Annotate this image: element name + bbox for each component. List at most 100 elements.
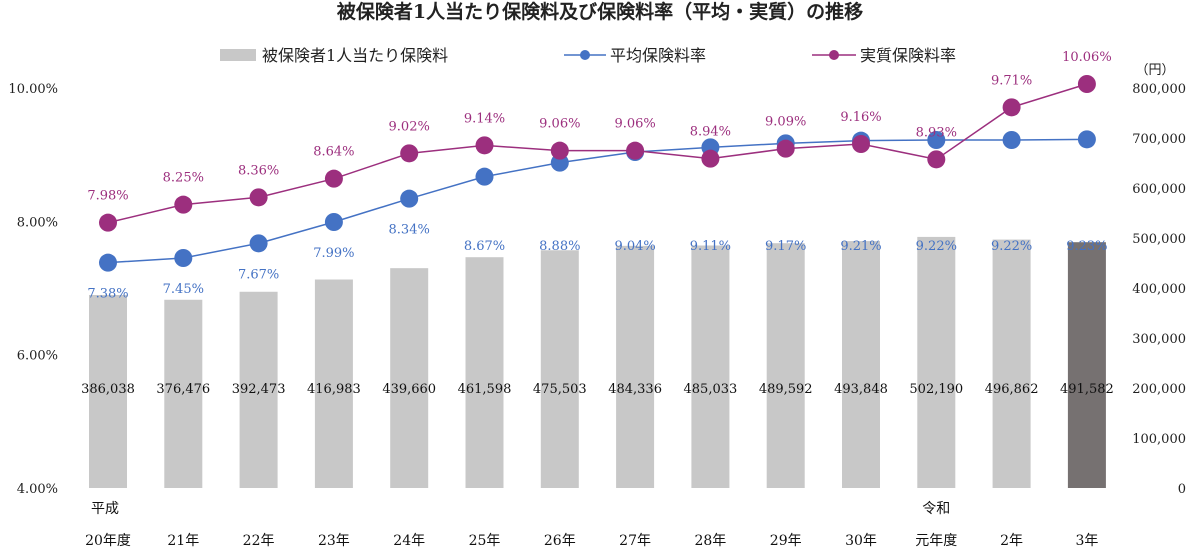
real-rate-label: 10.06% <box>1062 50 1112 65</box>
average-rate-label: 9.22% <box>991 239 1032 254</box>
bar-value-label: 496,862 <box>985 382 1039 397</box>
real-rate-point <box>475 136 494 155</box>
right-axis-tick: 100,000 <box>1132 432 1186 447</box>
average-rate-label: 7.67% <box>238 267 279 282</box>
x-axis-label: 22年 <box>243 533 275 549</box>
real-rate-label: 9.02% <box>389 119 430 134</box>
right-axis-tick: 500,000 <box>1132 232 1186 247</box>
average-rate-label: 8.67% <box>464 239 505 254</box>
right-axis-unit: （円） <box>1135 63 1174 78</box>
x-axis-label: 21年 <box>167 533 199 549</box>
legend-swatch-bars <box>220 49 256 61</box>
bar <box>390 268 429 488</box>
real-rate-point <box>249 188 268 207</box>
real-rate-point <box>626 141 645 160</box>
bar <box>540 250 579 488</box>
bar-value-label: 392,473 <box>232 382 286 397</box>
real-rate-line <box>107 83 1088 224</box>
bar-value-label: 493,848 <box>834 382 888 397</box>
x-axis-era-label: 令和 <box>922 501 950 517</box>
bar <box>89 294 127 488</box>
bar <box>616 245 655 488</box>
average-rate-label: 9.11% <box>690 239 731 254</box>
real-rate-point <box>174 195 193 214</box>
legend: 被保険者1人当たり保険料 平均保険料率 実質保険料率 <box>220 46 956 65</box>
bar-value-label: 386,038 <box>81 382 135 397</box>
bar-value-label: 475,503 <box>533 382 587 397</box>
right-axis-tick: 400,000 <box>1132 282 1186 297</box>
real-rate-point <box>1077 75 1096 93</box>
real-rate-point <box>550 141 569 160</box>
left-axis: 4.00% 6.00% 8.00% 10.00% <box>8 82 58 497</box>
bar <box>691 245 730 488</box>
x-axis-label: 27年 <box>619 533 651 549</box>
average-rate-label: 9.04% <box>614 239 655 254</box>
bar-value-label: 489,592 <box>759 382 813 397</box>
x-axis-label: 29年 <box>770 533 802 549</box>
real-rate-label: 8.94% <box>690 125 731 140</box>
average-rate-label: 7.45% <box>163 282 204 297</box>
right-axis: 0 100,000 200,000 300,000 400,000 500,000 600,… <box>1132 82 1186 497</box>
real-rate-label: 8.36% <box>238 163 279 178</box>
real-rate-label: 9.71% <box>991 73 1032 88</box>
real-rate-label: 9.14% <box>464 111 505 126</box>
bar <box>917 236 956 488</box>
left-axis-tick: 6.00% <box>17 349 58 364</box>
bar <box>766 243 805 488</box>
x-axis-label: 元年度 <box>915 533 957 549</box>
real-rate-point <box>927 150 946 169</box>
x-axis-label: 30年 <box>845 533 877 549</box>
real-rate-label: 9.09% <box>765 115 806 130</box>
legend-label-average-rate: 平均保険料率 <box>610 46 706 65</box>
average-rate-point <box>1077 130 1096 149</box>
average-rate-point <box>174 249 193 267</box>
real-rate-point <box>701 149 720 168</box>
legend-label-bars: 被保険者1人当たり保険料 <box>262 46 448 65</box>
right-axis-tick: 0 <box>1178 482 1186 497</box>
legend-marker-average-rate <box>580 50 590 60</box>
real-rate-point <box>1002 98 1021 117</box>
bar <box>1067 242 1106 488</box>
bar-value-label: 461,598 <box>458 382 512 397</box>
average-rate-label: 8.34% <box>389 223 430 238</box>
average-rate-point <box>99 253 117 272</box>
legend-label-real-rate: 実質保険料率 <box>860 46 956 65</box>
x-axis-label: 3年 <box>1075 533 1098 549</box>
average-rate-point <box>927 131 946 149</box>
average-rate-line <box>107 138 1087 264</box>
x-axis: 平成 20年度 21年 22年 23年 24年 25年 26年 27年 28年 29年 30年 令和元年… <box>85 501 1098 549</box>
average-rate-label: 7.99% <box>313 246 354 261</box>
bar <box>465 257 504 488</box>
bar-value-label: 416,983 <box>307 382 361 397</box>
line-series <box>99 75 1096 272</box>
bar <box>164 299 203 488</box>
x-axis-label: 28年 <box>694 533 726 549</box>
data-labels: 386,038 376,476 392,473 416,983 439,660 461,5… <box>81 50 1114 397</box>
bar-value-label: 502,190 <box>909 382 963 397</box>
real-rate-label: 8.93% <box>916 125 957 140</box>
real-rate-label: 9.16% <box>840 110 881 125</box>
right-axis-tick: 300,000 <box>1132 332 1186 347</box>
x-axis-era-label: 平成 <box>91 501 119 517</box>
bar-value-label: 485,033 <box>684 382 738 397</box>
bar-value-label: 491,582 <box>1060 382 1114 397</box>
left-axis-tick: 10.00% <box>8 82 58 97</box>
average-rate-label: 9.23% <box>1066 239 1107 254</box>
average-rate-label: 8.88% <box>539 239 580 254</box>
real-rate-label: 7.98% <box>87 189 128 204</box>
real-rate-point <box>99 213 117 232</box>
bar-series <box>89 236 1106 488</box>
legend-marker-real-rate <box>829 50 839 60</box>
left-axis-tick: 8.00% <box>17 215 58 230</box>
right-axis-tick: 600,000 <box>1132 182 1186 197</box>
average-rate-point <box>1002 131 1021 149</box>
bar-value-label: 439,660 <box>382 382 436 397</box>
average-rate-label: 9.21% <box>840 239 881 254</box>
right-axis-tick: 700,000 <box>1132 132 1186 147</box>
right-axis-tick: 800,000 <box>1132 82 1186 97</box>
bar-value-label: 376,476 <box>156 382 210 397</box>
x-axis-label: 26年 <box>544 533 576 549</box>
average-rate-point <box>400 189 419 208</box>
right-axis-tick: 200,000 <box>1132 382 1186 397</box>
